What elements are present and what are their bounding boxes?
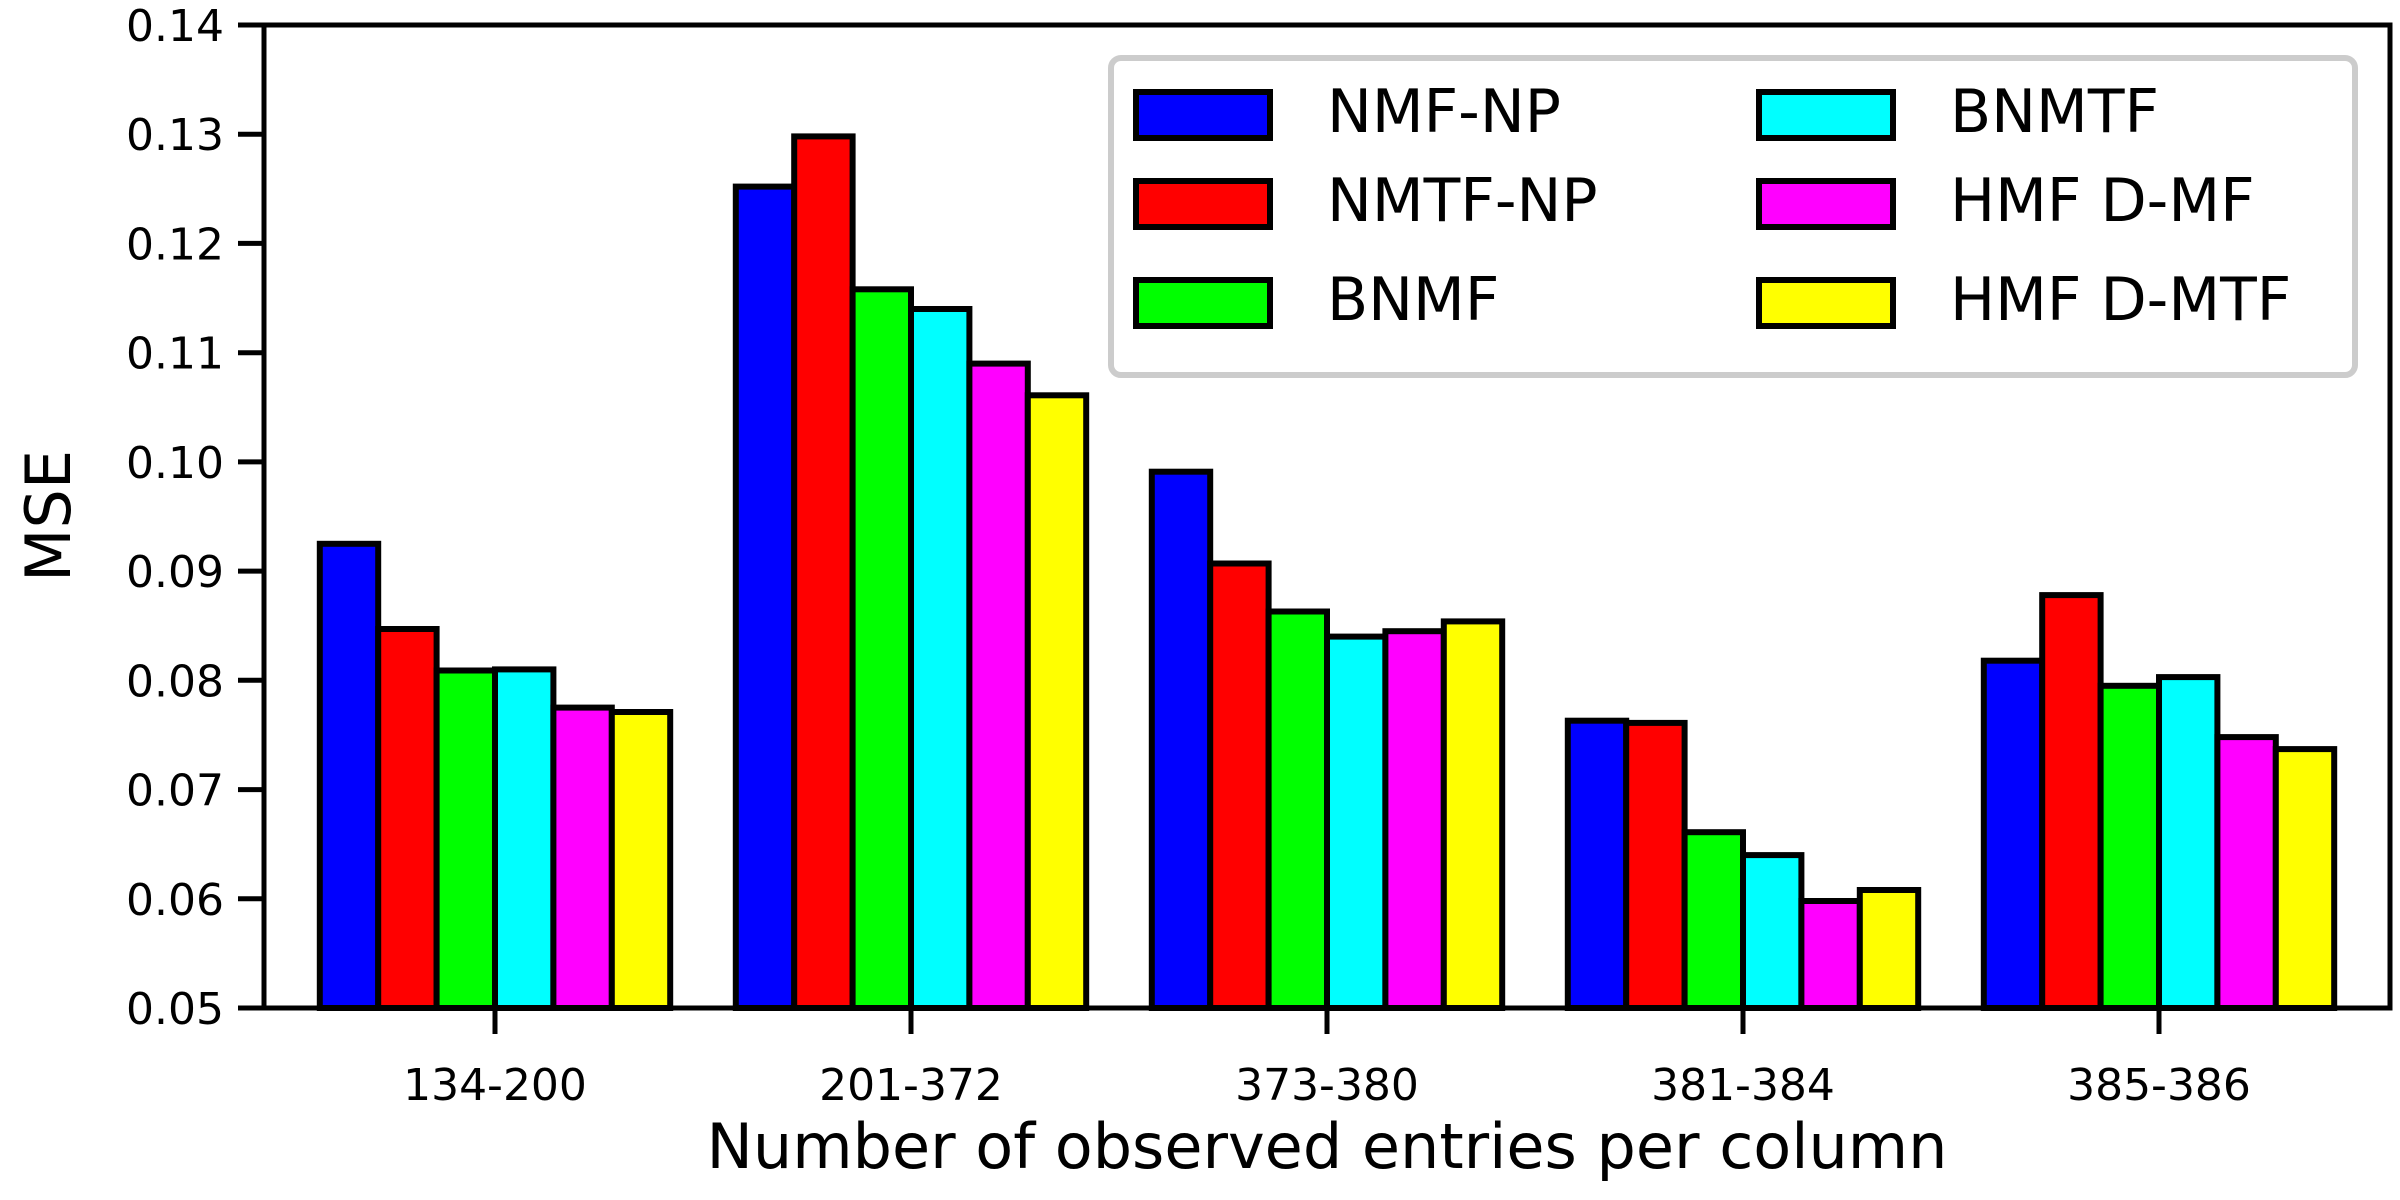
legend-swatch [1133, 178, 1273, 230]
y-tick-label: 0.11 [126, 329, 224, 380]
bar [1564, 717, 1630, 1011]
x-tick-label: 381-384 [1651, 1060, 1835, 1111]
legend-swatch [1756, 89, 1896, 141]
bar [2156, 674, 2221, 1011]
legend-label: BNMTF [1950, 77, 2159, 147]
legend-swatch [1133, 277, 1273, 329]
bar [1148, 468, 1214, 1011]
bar [550, 704, 615, 1011]
legend: NMF-NP NMTF-NP BNMF BNMTF HMF D-MF HMF D-MTF [1108, 55, 2358, 378]
legend-item: BNMTF [1756, 77, 2159, 147]
bar [1681, 829, 1746, 1012]
bar-group [1980, 592, 2338, 1011]
bar [732, 183, 798, 1012]
y-tick-label: 0.05 [126, 984, 224, 1035]
y-tick-label: 0.09 [126, 547, 224, 598]
legend-swatch [1756, 178, 1896, 230]
bar [2039, 592, 2104, 1011]
bar [1207, 560, 1272, 1011]
bar [2097, 682, 2163, 1011]
bar [1980, 657, 2046, 1011]
bar [1623, 719, 1688, 1012]
x-axis: 134-200 201-372 373-380 381-384 385-386 [403, 1008, 2251, 1111]
bars-layer [316, 133, 2338, 1012]
x-tick-label: 201-372 [819, 1060, 1003, 1111]
bar [608, 709, 674, 1011]
bar [849, 286, 914, 1011]
y-tick-label: 0.06 [126, 875, 224, 926]
bar-group [1564, 717, 1922, 1012]
legend-swatch [1756, 277, 1896, 329]
bar [1024, 392, 1090, 1011]
legend-swatch [1133, 89, 1273, 141]
bar [1740, 852, 1805, 1011]
bar [375, 626, 440, 1011]
bar [1382, 628, 1447, 1011]
bar [908, 306, 973, 1011]
legend-items: NMF-NP NMTF-NP BNMF BNMTF HMF D-MF HMF D-MTF [1133, 77, 2291, 335]
legend-box [1108, 55, 2358, 378]
bar [1265, 608, 1330, 1011]
bar-group [316, 540, 674, 1012]
legend-item: NMTF-NP [1133, 166, 1598, 236]
legend-label: HMF D-MTF [1950, 265, 2291, 335]
y-axis: 0.05 0.06 0.07 0.08 0.09 0.10 0.11 0.12 0.13 0.14 [126, 1, 264, 1035]
bar [1856, 887, 1922, 1011]
bar [2272, 746, 2338, 1011]
x-tick-label: 134-200 [403, 1060, 587, 1111]
bar-group [1148, 468, 1506, 1012]
bar [2214, 734, 2279, 1011]
x-tick-label: 373-380 [1235, 1060, 1419, 1111]
y-tick-label: 0.13 [126, 110, 224, 161]
bar [791, 133, 856, 1011]
bar [1798, 898, 1863, 1011]
legend-label: HMF D-MF [1950, 166, 2255, 236]
bar [492, 666, 557, 1012]
legend-label: NMTF-NP [1327, 166, 1598, 236]
y-axis-label: MSE [12, 450, 85, 582]
bar [316, 540, 382, 1011]
x-tick-label: 385-386 [2067, 1060, 2251, 1111]
legend-item: HMF D-MF [1756, 166, 2255, 236]
legend-label: NMF-NP [1327, 77, 1561, 147]
legend-item: HMF D-MTF [1756, 265, 2291, 335]
legend-item: BNMF [1133, 265, 1499, 335]
bar [966, 360, 1031, 1012]
y-tick-label: 0.07 [126, 766, 224, 817]
y-tick-label: 0.08 [126, 656, 224, 707]
bar [433, 667, 499, 1011]
bar [1324, 633, 1389, 1011]
y-tick-label: 0.10 [126, 438, 224, 489]
bar [1440, 618, 1506, 1012]
y-tick-label: 0.12 [126, 219, 224, 270]
legend-item: NMF-NP [1133, 77, 1561, 147]
y-tick-label: 0.14 [126, 1, 224, 52]
bar-group [732, 133, 1090, 1012]
legend-label: BNMF [1327, 265, 1499, 335]
x-axis-label: Number of observed entries per column [707, 1110, 1948, 1183]
